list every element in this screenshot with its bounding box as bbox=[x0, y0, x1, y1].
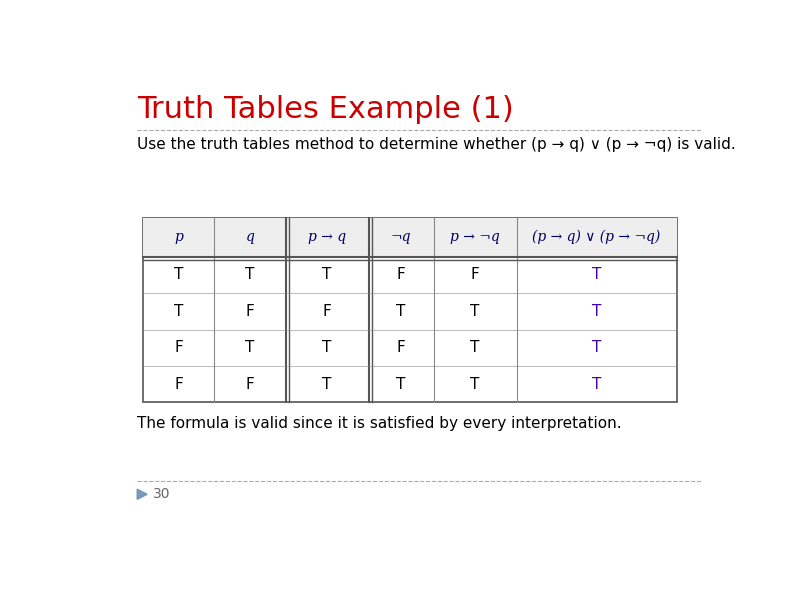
Text: T: T bbox=[470, 377, 480, 392]
Text: T: T bbox=[397, 377, 406, 392]
Text: T: T bbox=[322, 268, 332, 283]
Text: F: F bbox=[246, 304, 254, 319]
Text: The formula is valid since it is satisfied by every interpretation.: The formula is valid since it is satisfi… bbox=[138, 416, 622, 431]
Text: T: T bbox=[470, 304, 480, 319]
Text: T: T bbox=[397, 304, 406, 319]
Text: T: T bbox=[592, 268, 602, 283]
Text: T: T bbox=[592, 340, 602, 355]
Text: ¬q: ¬q bbox=[391, 230, 411, 244]
Text: F: F bbox=[246, 377, 254, 392]
Text: T: T bbox=[322, 377, 332, 392]
Text: T: T bbox=[592, 304, 602, 319]
Text: 30: 30 bbox=[153, 487, 170, 501]
Text: Use the truth tables method to determine whether (p → q) ∨ (p → ¬q) is valid.: Use the truth tables method to determine… bbox=[138, 137, 736, 152]
Text: F: F bbox=[322, 304, 331, 319]
Text: T: T bbox=[174, 268, 184, 283]
Text: T: T bbox=[174, 304, 184, 319]
Text: (p → q) ∨ (p → ¬q): (p → q) ∨ (p → ¬q) bbox=[533, 230, 661, 244]
Text: F: F bbox=[174, 377, 183, 392]
Text: T: T bbox=[322, 340, 332, 355]
Text: T: T bbox=[246, 268, 254, 283]
Text: p → ¬q: p → ¬q bbox=[450, 230, 500, 244]
Text: F: F bbox=[397, 340, 406, 355]
Bar bbox=[143, 218, 677, 403]
Text: q: q bbox=[246, 230, 254, 244]
Text: p → q: p → q bbox=[308, 230, 346, 244]
Text: T: T bbox=[246, 340, 254, 355]
Text: T: T bbox=[470, 340, 480, 355]
Text: T: T bbox=[592, 377, 602, 392]
Text: F: F bbox=[470, 268, 479, 283]
Polygon shape bbox=[138, 489, 147, 499]
Bar bbox=[143, 218, 677, 257]
Text: F: F bbox=[397, 268, 406, 283]
Text: Truth Tables Example (1): Truth Tables Example (1) bbox=[138, 95, 514, 124]
Text: p: p bbox=[174, 230, 183, 244]
Text: F: F bbox=[174, 340, 183, 355]
